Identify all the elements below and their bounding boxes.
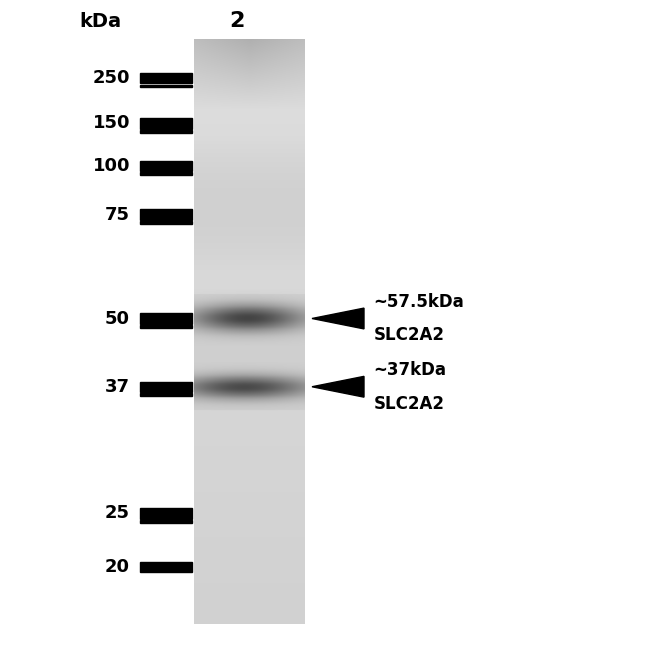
Bar xyxy=(140,130,192,133)
Text: 250: 250 xyxy=(92,69,130,87)
Polygon shape xyxy=(312,376,364,397)
Text: 25: 25 xyxy=(105,504,130,523)
Text: 100: 100 xyxy=(92,157,130,175)
Bar xyxy=(140,325,192,328)
Bar xyxy=(140,393,192,396)
Bar xyxy=(140,520,192,523)
Text: SLC2A2: SLC2A2 xyxy=(374,326,445,344)
Text: ~37kDa: ~37kDa xyxy=(374,361,447,379)
Bar xyxy=(140,209,192,220)
Text: 20: 20 xyxy=(105,558,130,576)
Text: 37: 37 xyxy=(105,378,130,396)
Text: 50: 50 xyxy=(105,309,130,328)
Bar xyxy=(140,172,192,175)
Text: 150: 150 xyxy=(92,114,130,133)
Bar xyxy=(140,221,192,224)
Bar xyxy=(140,161,192,171)
Text: ~57.5kDa: ~57.5kDa xyxy=(374,292,465,311)
Bar xyxy=(140,73,192,83)
Bar xyxy=(140,313,192,324)
Bar xyxy=(140,562,192,572)
Polygon shape xyxy=(312,308,364,329)
Bar xyxy=(140,382,192,392)
Bar xyxy=(140,84,192,87)
Bar xyxy=(140,118,192,129)
Text: kDa: kDa xyxy=(80,12,122,31)
Bar xyxy=(140,508,192,519)
Text: SLC2A2: SLC2A2 xyxy=(374,395,445,413)
Text: 2: 2 xyxy=(229,11,245,31)
Text: 75: 75 xyxy=(105,205,130,224)
